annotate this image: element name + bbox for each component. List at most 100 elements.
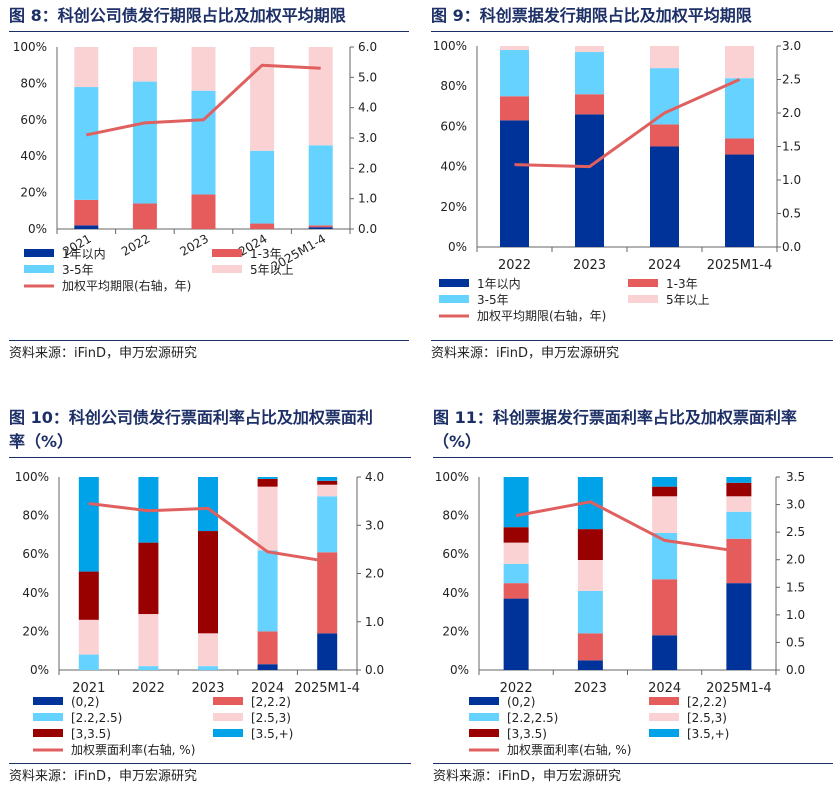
y2-tick-label: 0.0 xyxy=(365,663,384,677)
y-tick-label: 80% xyxy=(440,79,467,93)
title-rule xyxy=(431,31,833,32)
chart-panel-1: 图 8：科创公司债发行期限占比及加权平均期限 0% 20% 40% 60% 80% 100… xyxy=(0,0,410,380)
bar-segment xyxy=(577,590,603,634)
bar-segment xyxy=(726,477,752,483)
bar-segment xyxy=(308,225,333,228)
y2-tick-label: 3.0 xyxy=(782,39,801,53)
bar-segment xyxy=(650,124,679,147)
x-tick-label: 2025M1-4 xyxy=(707,258,773,273)
bar-segment xyxy=(198,531,218,634)
x-tick-label: 2024 xyxy=(251,681,284,696)
bar-segment xyxy=(74,87,99,200)
bar-segment xyxy=(257,631,278,665)
chart-svg: 0% 20% 40% 60% 80% 100% 0.0 0.5 1.0 1.5 2.0 2.5 3.0 2… xyxy=(433,39,801,323)
legend-label: [3,3.5) xyxy=(507,727,547,741)
legend-swatch xyxy=(213,713,243,721)
legend-swatch xyxy=(24,265,54,273)
bar-segment xyxy=(577,529,603,560)
source-note: 资料来源：iFinD，申万宏源研究 xyxy=(431,346,620,361)
title-rule xyxy=(9,457,411,458)
chart-svg: 0% 20% 40% 60% 80% 100% 0.0 1.0 2.0 3.0 4.0 5.0 6.0 2… xyxy=(13,40,377,293)
y-tick-label: 20% xyxy=(20,186,47,200)
bar-segment xyxy=(726,482,752,497)
bar-segment xyxy=(503,542,529,564)
y-tick-label: 40% xyxy=(442,586,469,600)
y-tick-label: 40% xyxy=(440,160,467,174)
y2-tick-label: 3.0 xyxy=(786,498,805,512)
legend-label: [3,3.5) xyxy=(71,727,111,741)
source-rule xyxy=(433,763,833,764)
line-series xyxy=(85,63,321,137)
y2-tick-label: 3.0 xyxy=(358,131,377,145)
y2-tick-label: 1.5 xyxy=(782,140,801,154)
y2-tick-label: 0.0 xyxy=(358,222,377,236)
source-rule xyxy=(9,763,411,764)
bar-segment xyxy=(317,480,338,485)
x-tick-label: 2023 xyxy=(574,681,607,696)
line-series xyxy=(515,500,740,553)
bar-segment xyxy=(500,46,529,51)
chart-title-line-1: 图 10：科创公司债发行票面利率占比及加权票面利 xyxy=(9,408,373,427)
bar-segment xyxy=(500,120,529,247)
bar-segment xyxy=(575,52,604,95)
legend-swatch xyxy=(649,697,679,705)
legend-label: [2,2.2) xyxy=(687,695,727,709)
bar-segment xyxy=(138,614,159,667)
bar-segment xyxy=(500,50,529,97)
chart-title-line-2: 率（%） xyxy=(9,432,74,451)
legend-swatch xyxy=(33,729,63,737)
source-rule xyxy=(9,340,409,341)
legend-swatch xyxy=(213,697,243,705)
y-tick-label: 80% xyxy=(442,509,469,523)
legend-label: 3-5年 xyxy=(62,263,94,277)
legend-label: 1年以内 xyxy=(62,247,106,261)
bar-segment xyxy=(726,538,752,584)
legend-label: (0,2) xyxy=(71,695,99,709)
legend-swatch xyxy=(649,713,679,721)
y-tick-label: 40% xyxy=(22,586,49,600)
y2-tick-label: 1.0 xyxy=(786,608,805,622)
legend-label: 3-5年 xyxy=(477,293,509,307)
y-tick-label: 60% xyxy=(20,113,47,127)
legend-swatch xyxy=(33,697,63,705)
bar-segment xyxy=(726,583,752,670)
bar-segment xyxy=(138,666,159,670)
bar-segment xyxy=(74,199,99,226)
y2-tick-label: 1.5 xyxy=(786,580,805,594)
bar-segment xyxy=(317,477,338,481)
bar-segment xyxy=(317,496,338,553)
legend-label: [2.2,2.5) xyxy=(507,711,558,725)
legend-label: [2,2.2) xyxy=(251,695,291,709)
legend-swatch xyxy=(212,265,242,273)
legend-swatch xyxy=(628,295,658,303)
bar-segment xyxy=(577,633,603,661)
bar-segment xyxy=(652,635,678,670)
bar-segment xyxy=(308,47,333,146)
y-tick-label: 40% xyxy=(20,149,47,163)
legend-label: (0,2) xyxy=(507,695,535,709)
x-tick-label: 2025M1-4 xyxy=(706,681,772,696)
x-tick-label: 2023 xyxy=(178,231,211,258)
bar-segment xyxy=(78,477,99,572)
bar-segment xyxy=(257,550,278,632)
x-tick-label: 2022 xyxy=(498,258,531,273)
legend-label: 5年以上 xyxy=(666,293,710,307)
source-rule xyxy=(431,340,833,341)
y-tick-label: 80% xyxy=(22,509,49,523)
x-tick-label: 2021 xyxy=(72,681,105,696)
y-tick-label: 60% xyxy=(22,547,49,561)
x-tick-label: 2024 xyxy=(648,258,681,273)
bar-segment xyxy=(500,96,529,121)
bar-segment xyxy=(78,654,99,670)
y2-tick-label: 1.0 xyxy=(365,615,384,629)
bar-segment xyxy=(250,47,275,151)
legend-swatch xyxy=(24,249,54,257)
line-series xyxy=(514,78,741,169)
legend-swatch xyxy=(33,713,63,721)
bar-segment xyxy=(575,114,604,247)
bar-segment xyxy=(575,94,604,115)
bar-segment xyxy=(198,633,218,667)
legend-label: [2.5,3) xyxy=(687,711,727,725)
chart-panel-4: 图 11：科创票据发行票面利率占比及加权票面利率 （%） 0% 20% 40% 60%… xyxy=(425,402,838,802)
x-tick-label: 2022 xyxy=(500,681,533,696)
